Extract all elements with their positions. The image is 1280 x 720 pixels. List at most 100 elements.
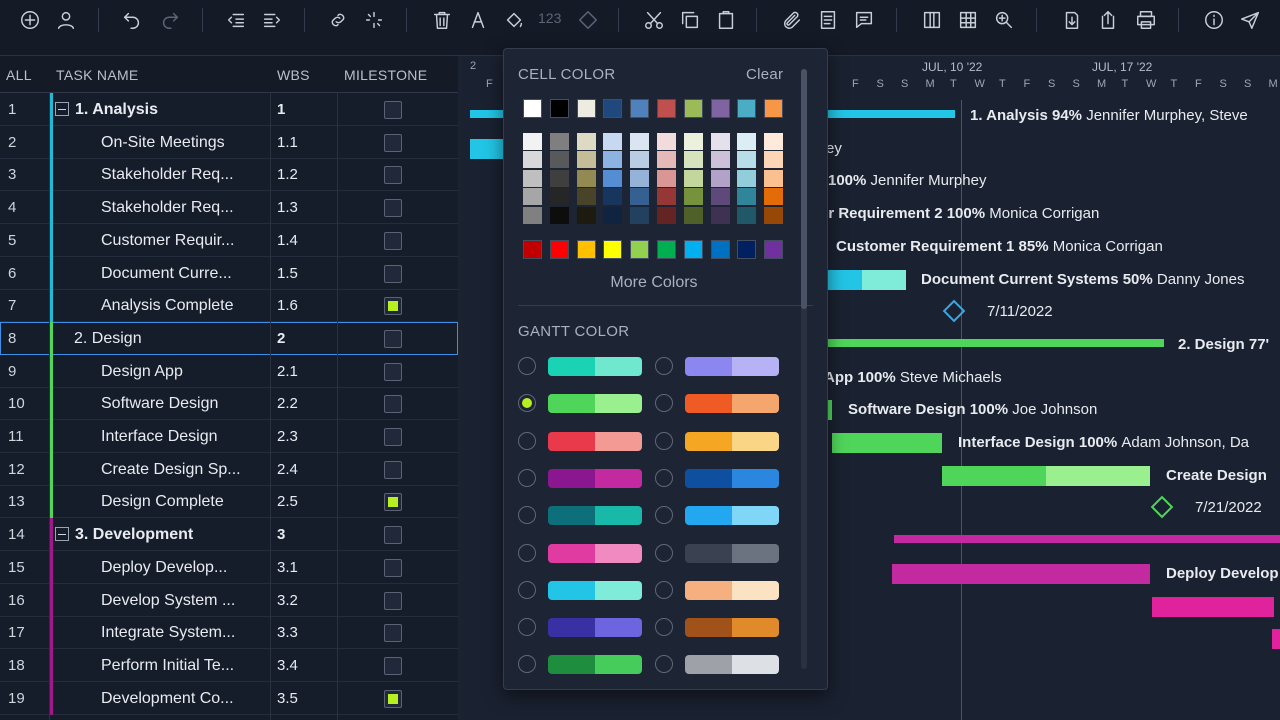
milestone-checkbox[interactable] [384,166,402,185]
task-name[interactable]: Perform Initial Te... [101,656,235,674]
indent-icon[interactable] [258,8,286,32]
color-swatch[interactable] [576,151,596,169]
table-row[interactable]: 2 On-Site Meetings 1.1 [0,125,458,159]
popup-scrollbar[interactable] [801,69,807,669]
gantt-color-option[interactable] [548,655,642,675]
color-swatch[interactable] [576,133,596,150]
gantt-bar[interactable] [892,563,1150,584]
milestone-checkbox[interactable] [384,264,402,283]
table-row[interactable]: 16 Develop System ... 3.2 [0,583,458,617]
milestone-checkbox[interactable] [384,428,402,446]
gantt-color-radio[interactable] [655,543,673,562]
color-swatch[interactable] [737,133,757,150]
color-swatch[interactable] [603,151,623,169]
color-swatch[interactable] [764,240,784,259]
milestone-checkbox[interactable] [384,199,402,218]
color-swatch[interactable] [683,188,703,206]
popup-scrollbar-thumb[interactable] [801,69,807,309]
task-name[interactable]: Develop System ... [101,591,236,609]
gantt-color-option[interactable] [548,618,642,638]
color-swatch[interactable] [549,99,569,118]
color-swatch[interactable] [710,188,730,206]
print-icon[interactable] [1132,8,1160,32]
color-swatch[interactable] [603,206,623,224]
header-all[interactable]: ALL [6,67,32,83]
header-task-name[interactable]: TASK NAME [56,67,139,83]
milestone-checkbox[interactable] [384,231,402,250]
color-swatch[interactable] [657,99,676,118]
table-row[interactable]: 19 Development Co... 3.5 [0,681,458,715]
gantt-bar[interactable] [894,535,1280,544]
color-swatch[interactable] [549,206,569,224]
unlink-icon[interactable] [360,8,388,32]
info-icon[interactable] [1200,8,1228,32]
color-swatch[interactable] [657,206,676,224]
task-name[interactable]: Analysis Complete [101,297,234,315]
milestone-checkbox[interactable] [384,558,402,577]
gantt-bar[interactable] [1272,629,1280,650]
task-name[interactable]: Document Curre... [101,264,232,282]
color-swatch[interactable] [657,151,676,169]
table-row[interactable]: 3 Stakeholder Req... 1.2 [0,158,458,192]
gantt-color-radio[interactable] [518,580,536,599]
table-row[interactable]: 1 1. Analysis 1 [0,93,458,126]
gantt-color-option[interactable] [685,580,779,600]
color-swatch[interactable] [630,169,650,187]
task-name[interactable]: 3. Development [75,526,194,544]
table-row[interactable]: 9 Design App 2.1 [0,354,458,388]
milestone-checkbox[interactable] [384,656,402,675]
columns-icon[interactable] [918,8,946,32]
color-swatch[interactable] [523,151,542,169]
color-swatch[interactable] [603,240,623,259]
gantt-bar[interactable] [1152,596,1274,617]
milestone-diamond[interactable] [1150,496,1174,519]
gantt-bar[interactable] [826,269,906,290]
color-swatch[interactable] [683,240,703,259]
color-swatch[interactable] [523,169,542,187]
color-swatch[interactable] [683,151,703,169]
color-swatch[interactable] [523,240,542,259]
color-swatch[interactable] [603,169,623,187]
gantt-bar[interactable] [470,138,505,159]
task-name[interactable]: Integrate System... [101,624,236,642]
milestone-checkbox[interactable] [384,395,402,414]
color-swatch[interactable] [737,169,757,187]
task-name[interactable]: Deploy Develop... [101,558,228,576]
diamond-icon[interactable] [574,8,602,32]
gantt-color-option[interactable] [548,468,642,488]
color-swatch[interactable] [710,240,730,259]
color-swatch[interactable] [576,240,596,259]
export-icon[interactable] [1094,8,1122,32]
attachment-icon[interactable] [778,8,806,32]
task-name[interactable]: Stakeholder Req... [101,199,234,217]
trash-icon[interactable] [428,8,456,32]
text-color-icon[interactable] [464,8,492,32]
gantt-color-option[interactable] [548,394,642,414]
color-swatch[interactable] [764,169,784,187]
gantt-color-radio[interactable] [518,655,536,674]
milestone-checkbox[interactable] [384,101,402,119]
milestone-checkbox[interactable] [384,329,402,348]
gantt-color-radio[interactable] [518,468,536,487]
copy-icon[interactable] [676,8,704,32]
color-swatch[interactable] [630,151,650,169]
fill-color-icon[interactable] [500,8,528,32]
color-swatch[interactable] [737,99,757,118]
color-swatch[interactable] [710,206,730,224]
color-swatch[interactable] [630,99,650,118]
gantt-color-radio[interactable] [518,357,536,375]
color-swatch[interactable] [737,240,757,259]
task-name[interactable]: On-Site Meetings [101,133,225,151]
link-icon[interactable] [324,8,352,32]
gantt-color-radio[interactable] [655,357,673,375]
table-row[interactable]: 15 Deploy Develop... 3.1 [0,550,458,584]
gantt-color-option[interactable] [685,655,779,675]
task-name[interactable]: Software Design [101,395,219,413]
zoom-icon[interactable] [990,8,1018,32]
color-swatch[interactable] [630,188,650,206]
gantt-color-radio[interactable] [518,506,536,525]
milestone-checkbox[interactable] [384,526,402,545]
color-swatch[interactable] [523,188,542,206]
milestone-checkbox[interactable] [384,493,402,512]
color-swatch[interactable] [683,133,703,150]
